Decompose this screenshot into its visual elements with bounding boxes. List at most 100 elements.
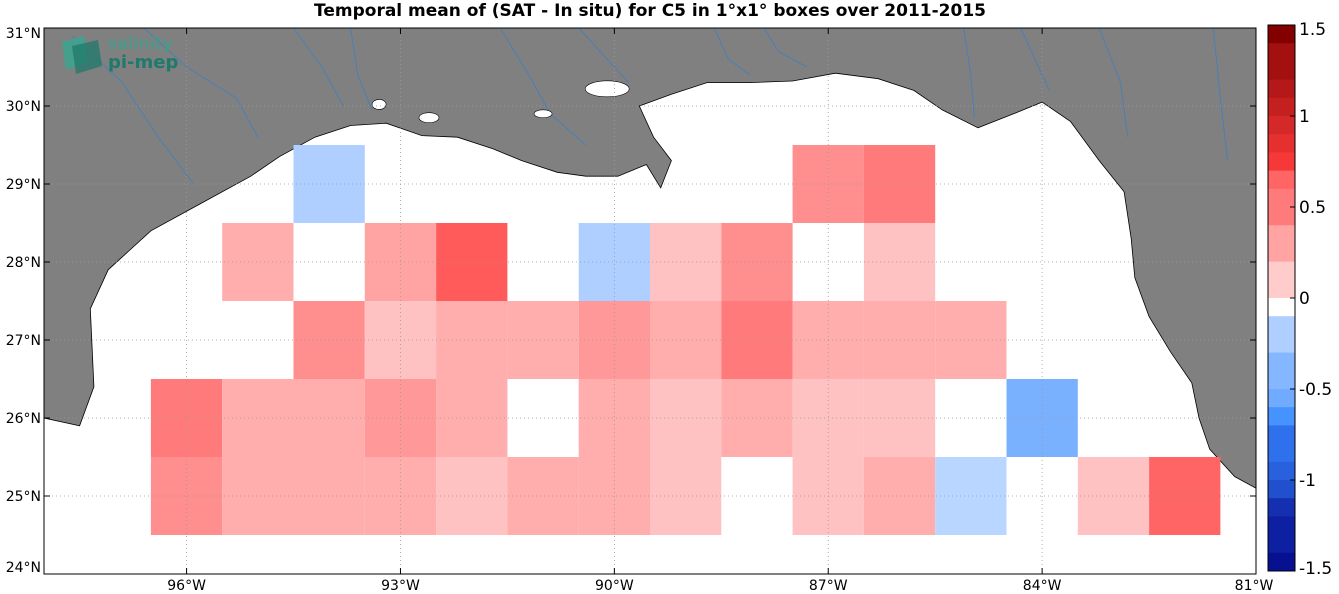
colorbar-bin: [1268, 97, 1295, 117]
river: [578, 27, 629, 83]
data-cell: [863, 145, 936, 223]
colorbar-bin: [1268, 25, 1295, 44]
data-cell: [507, 301, 579, 379]
salinity-pi-mep-logo: salinity pi-mep: [58, 32, 198, 82]
colorbar-bin: [1268, 516, 1295, 536]
colorbar-bin: [1268, 461, 1295, 481]
data-cell: [863, 223, 936, 301]
data-cell: [935, 301, 1007, 379]
y-tick-label: 26°N: [6, 411, 41, 427]
data-cell: [1006, 379, 1078, 457]
colorbar-bin: [1268, 207, 1295, 226]
chart-title: Temporal mean of (SAT - In situ) for C5 …: [314, 1, 986, 21]
colorbar-bin: [1268, 534, 1295, 554]
river: [713, 27, 751, 76]
plot-frame: [43, 27, 1257, 575]
colorbar-bin: [1268, 261, 1295, 281]
colorbar-tick-label: 0: [1299, 289, 1310, 309]
data-cell: [1077, 457, 1150, 535]
river: [143, 27, 259, 138]
y-tick-label: 30°N: [6, 99, 41, 115]
data-cell: [436, 223, 508, 301]
data-cell: [935, 457, 1007, 535]
data-cell: [863, 301, 936, 379]
colorbar-bin: [1268, 188, 1295, 208]
river: [1020, 27, 1050, 91]
river: [963, 27, 975, 118]
colorbar-tick-label: 0.5: [1299, 198, 1326, 218]
data-cell: [222, 223, 294, 301]
colorbar-bin: [1268, 425, 1295, 445]
lake: [533, 109, 553, 119]
colorbar-bin: [1268, 170, 1295, 190]
colorbar-tick-label: 1: [1299, 107, 1310, 127]
logo-text-line1: salinity: [108, 34, 173, 54]
data-cell: [863, 379, 936, 457]
colorbar-bin: [1268, 334, 1295, 354]
data-cell: [222, 457, 294, 535]
colorbar-bin: [1268, 443, 1295, 463]
colorbar-tick-label: -0.5: [1299, 380, 1332, 400]
river: [1098, 27, 1129, 138]
river: [293, 27, 344, 107]
data-cell: [222, 379, 294, 457]
x-tick-label: 90°W: [595, 578, 634, 594]
river: [350, 27, 373, 111]
grid-layer: [43, 27, 1257, 575]
colorbar: 1.5 1 0.5 0 -0.5 -1 -1.5: [1267, 20, 1332, 579]
river: [499, 27, 587, 146]
x-tick-label: 87°W: [809, 578, 848, 594]
x-tick-label: 93°W: [381, 578, 420, 594]
colorbar-bin: [1268, 389, 1295, 408]
data-cell: [507, 457, 579, 535]
colorbar-bin: [1268, 498, 1295, 517]
colorbar-bin: [1268, 279, 1295, 299]
data-cell: [578, 379, 650, 457]
x-tick-label: 96°W: [167, 578, 206, 594]
colorbar-tick-label: 1.5: [1299, 20, 1326, 40]
x-tick-label: 81°W: [1235, 578, 1274, 594]
y-tick-label: 29°N: [6, 177, 41, 193]
colorbar-tick-label: -1.5: [1299, 559, 1332, 579]
colorbar-bin: [1268, 225, 1295, 244]
colorbar-bin: [1268, 552, 1295, 572]
data-cell: [650, 379, 722, 457]
cells-layer: [150, 145, 1221, 535]
colorbar-bin: [1268, 134, 1295, 153]
data-cell: [436, 379, 508, 457]
logo-mark-icon: [62, 36, 102, 74]
data-cell: [650, 301, 722, 379]
y-tick-label: 24°N: [6, 560, 41, 576]
y-tick-label: 28°N: [6, 255, 41, 271]
colorbar-bin: [1268, 116, 1295, 135]
data-cell: [863, 457, 936, 535]
logo-text-line2: pi-mep: [108, 52, 179, 73]
colorbar-bin: [1268, 480, 1295, 499]
colorbar-tick-label: -1: [1299, 471, 1316, 491]
coastline-land: [43, 27, 1257, 489]
colorbar-bin: [1268, 152, 1295, 172]
lake-pontchartrain: [584, 80, 630, 98]
river: [763, 27, 808, 68]
data-cell: [578, 223, 650, 301]
data-cell: [436, 301, 508, 379]
colorbar-bin: [1268, 352, 1295, 372]
data-cell: [650, 457, 722, 535]
x-tick-label: 84°W: [1023, 578, 1062, 594]
data-cell: [150, 379, 223, 457]
colorbar-bin: [1268, 316, 1295, 335]
colorbar-bin: [1268, 370, 1295, 390]
y-tick-label: 27°N: [6, 333, 41, 349]
colorbar-bin: [1268, 243, 1295, 263]
colorbar-bin: [1268, 79, 1295, 99]
river: [1212, 27, 1228, 161]
data-cell: [650, 223, 722, 301]
colorbar-bin: [1268, 407, 1295, 426]
y-tick-label: 25°N: [6, 489, 41, 505]
lake: [371, 99, 387, 110]
colorbar-bin: [1268, 298, 1295, 317]
ticks-layer: 96°W 93°W 90°W 87°W 84°W 81°W 24°N 25°N 26°N 27°N…: [6, 26, 1274, 594]
y-tick-label: 31°N: [6, 26, 41, 42]
lake: [418, 112, 440, 123]
